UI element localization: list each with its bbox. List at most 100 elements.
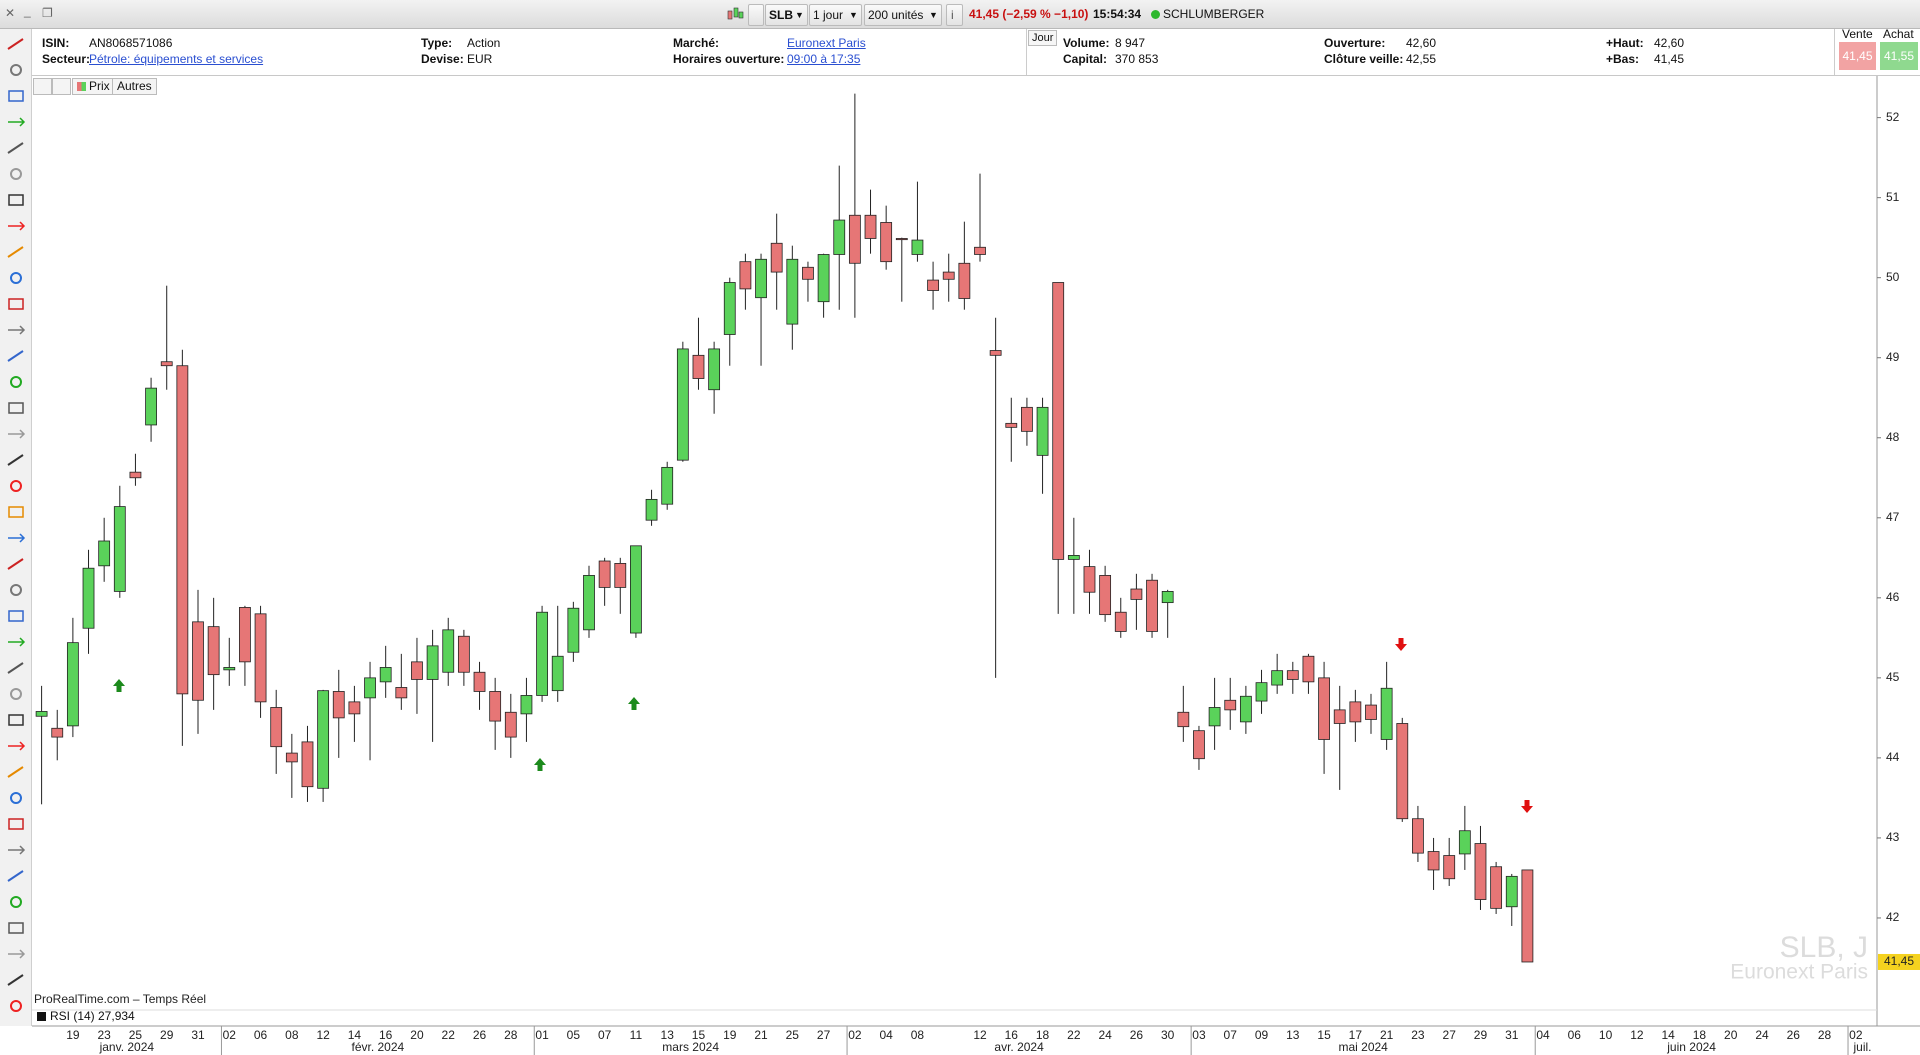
tool-icon[interactable] bbox=[5, 893, 27, 911]
sector-link[interactable]: Pétrole: équipements et services bbox=[89, 52, 264, 66]
x-tick-label: 19 bbox=[66, 1028, 80, 1042]
x-tick-label: 30 bbox=[1161, 1028, 1175, 1042]
candle-body bbox=[817, 254, 830, 303]
tool-glyph bbox=[8, 117, 26, 127]
tool-glyph bbox=[10, 272, 22, 284]
buy-button[interactable]: 41,55 bbox=[1880, 42, 1918, 70]
rsi-label[interactable]: RSI (14) 27,934 bbox=[50, 1009, 135, 1023]
tool-icon[interactable] bbox=[5, 919, 27, 937]
candle-body bbox=[457, 635, 470, 673]
tool-glyph bbox=[8, 90, 24, 102]
candle-body bbox=[708, 348, 721, 391]
tool-icon[interactable] bbox=[5, 685, 27, 703]
tool-icon[interactable] bbox=[5, 347, 27, 365]
chart-type-icon[interactable] bbox=[726, 6, 744, 22]
tool-icon[interactable] bbox=[5, 503, 27, 521]
tool-icon[interactable] bbox=[5, 581, 27, 599]
candle-body bbox=[1067, 555, 1080, 560]
panel-button[interactable] bbox=[33, 78, 52, 95]
tool-icon[interactable] bbox=[5, 165, 27, 183]
candle-body bbox=[802, 266, 814, 280]
tool-icon[interactable] bbox=[5, 373, 27, 391]
buy-signal bbox=[534, 758, 546, 771]
tool-icon[interactable] bbox=[5, 425, 27, 443]
candle-body bbox=[1177, 711, 1190, 728]
candle-body bbox=[160, 361, 173, 367]
status-dot bbox=[1151, 10, 1160, 19]
candle-body bbox=[989, 350, 1002, 356]
link-button[interactable] bbox=[748, 4, 764, 26]
panel-button[interactable] bbox=[52, 78, 71, 95]
x-tick-label: 12 bbox=[1630, 1028, 1644, 1042]
tool-icon[interactable] bbox=[5, 113, 27, 131]
candle-body bbox=[630, 545, 642, 634]
x-tick-label: 15 bbox=[1317, 1028, 1331, 1042]
tool-icon[interactable] bbox=[5, 971, 27, 989]
candle-body bbox=[1161, 591, 1174, 604]
symbol-select[interactable]: SLB ▼ bbox=[765, 4, 808, 26]
x-tick-label: 10 bbox=[1599, 1028, 1613, 1042]
tool-icon[interactable] bbox=[5, 399, 27, 417]
x-tick-label: 26 bbox=[1130, 1028, 1144, 1042]
isin: AN8068571086 bbox=[89, 36, 173, 50]
tool-icon[interactable] bbox=[5, 243, 27, 261]
price-button[interactable]: Prix bbox=[72, 78, 115, 95]
restore-window[interactable]: ❐ bbox=[42, 6, 53, 20]
x-tick-label: 24 bbox=[1098, 1028, 1112, 1042]
tool-glyph bbox=[8, 714, 24, 726]
tool-icon[interactable] bbox=[5, 321, 27, 339]
close-window[interactable]: ✕ bbox=[5, 6, 16, 20]
candle-body bbox=[176, 365, 189, 695]
others-button[interactable]: Autres bbox=[112, 78, 157, 95]
tool-icon[interactable] bbox=[5, 87, 27, 105]
tool-icon[interactable] bbox=[5, 763, 27, 781]
x-tick-label: 20 bbox=[410, 1028, 424, 1042]
tool-icon[interactable] bbox=[5, 841, 27, 859]
tool-icon[interactable] bbox=[5, 139, 27, 157]
tool-icon[interactable] bbox=[5, 217, 27, 235]
x-tick-label: 02 bbox=[848, 1028, 862, 1042]
tool-icon[interactable] bbox=[5, 815, 27, 833]
candle-body bbox=[301, 741, 314, 788]
tool-icon[interactable] bbox=[5, 555, 27, 573]
tool-icon[interactable] bbox=[5, 607, 27, 625]
x-tick-label: 12 bbox=[973, 1028, 987, 1042]
candle-body bbox=[1255, 682, 1268, 702]
tool-icon[interactable] bbox=[5, 269, 27, 287]
tool-icon[interactable] bbox=[5, 997, 27, 1015]
candle-body bbox=[379, 667, 392, 683]
candle-body bbox=[880, 222, 893, 263]
tool-icon[interactable] bbox=[5, 633, 27, 651]
type-label: Type: bbox=[421, 36, 453, 50]
tool-icon[interactable] bbox=[5, 529, 27, 547]
tool-icon[interactable] bbox=[5, 35, 27, 53]
tool-icon[interactable] bbox=[5, 477, 27, 495]
tool-icon[interactable] bbox=[5, 737, 27, 755]
tool-icon[interactable] bbox=[5, 191, 27, 209]
tool-icon[interactable] bbox=[5, 789, 27, 807]
candle-body bbox=[895, 238, 908, 241]
sell-button[interactable]: 41,45 bbox=[1839, 42, 1876, 70]
tool-icon[interactable] bbox=[5, 659, 27, 677]
month-label: juil. bbox=[1853, 1040, 1872, 1054]
x-tick-label: 13 bbox=[1286, 1028, 1300, 1042]
period-tab[interactable]: Jour bbox=[1028, 30, 1058, 46]
type: Action bbox=[467, 36, 501, 50]
tool-icon[interactable] bbox=[5, 61, 27, 79]
tool-glyph bbox=[7, 142, 24, 154]
symbol: SLB bbox=[769, 8, 793, 22]
tool-icon[interactable] bbox=[5, 451, 27, 469]
tool-icon[interactable] bbox=[5, 945, 27, 963]
market-link[interactable]: Euronext Paris bbox=[787, 36, 866, 50]
x-tick-label: 01 bbox=[535, 1028, 549, 1042]
info-button[interactable]: i bbox=[946, 4, 963, 26]
period-select[interactable]: 1 jour ▼ bbox=[809, 4, 862, 26]
header-divider bbox=[1834, 29, 1835, 75]
tool-icon[interactable] bbox=[5, 867, 27, 885]
last-price-label: 41,45 bbox=[1884, 954, 1914, 968]
units-select[interactable]: 200 unités ▼ bbox=[864, 4, 942, 26]
tool-icon[interactable] bbox=[5, 711, 27, 729]
minimize-window[interactable]: _ bbox=[24, 4, 31, 18]
hours-link[interactable]: 09:00 à 17:35 bbox=[787, 52, 861, 66]
tool-icon[interactable] bbox=[5, 295, 27, 313]
